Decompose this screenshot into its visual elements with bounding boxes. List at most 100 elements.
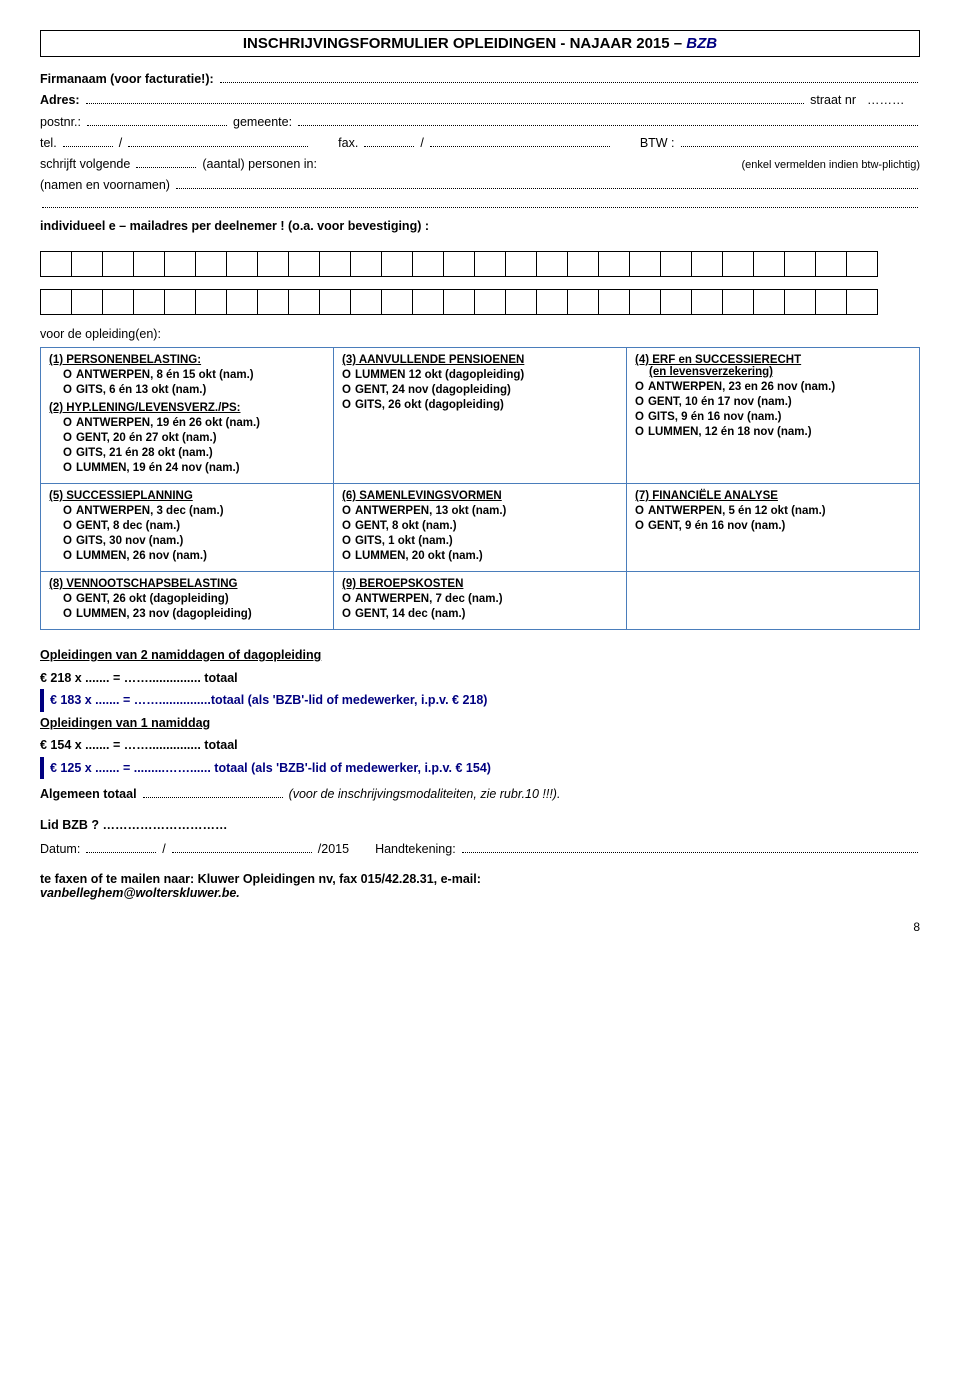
cell-8: (8) VENNOOTSCHAPSBELASTING OGENT, 26 okt…: [41, 572, 334, 630]
price-125-row: € 125 x ....... = .........……...... tota…: [40, 757, 920, 780]
pricing-section: Opleidingen van 2 namiddagen of dagoplei…: [40, 644, 920, 836]
c5-opt2[interactable]: OGENT, 8 dec (nam.): [63, 520, 325, 532]
namen-input2[interactable]: [42, 197, 918, 208]
firmanaam-input[interactable]: [220, 72, 918, 83]
adres-label: Adres:: [40, 90, 80, 111]
c6-opt1[interactable]: OANTWERPEN, 13 okt (nam.): [342, 505, 618, 517]
btw-input[interactable]: [681, 136, 918, 147]
c8-title: (8) VENNOOTSCHAPSBELASTING: [49, 578, 325, 590]
c1-opt1[interactable]: OANTWERPEN, 8 én 15 okt (nam.): [63, 369, 325, 381]
c4-title: (4) ERF en SUCCESSIERECHT: [635, 354, 801, 366]
cell-1-2: (1) PERSONENBELASTING: OANTWERPEN, 8 én …: [41, 348, 334, 484]
c5-opt3[interactable]: OGITS, 30 nov (nam.): [63, 535, 325, 547]
voor-opleiding-label: voor de opleiding(en):: [40, 327, 920, 341]
cell-4: (4) ERF en SUCCESSIERECHT (en levensverz…: [627, 348, 920, 484]
tel-input1[interactable]: [63, 136, 113, 147]
blue-bar-icon: [40, 689, 44, 712]
postnr-input[interactable]: [87, 114, 227, 125]
header-bzb: BZB: [686, 35, 717, 52]
c6-opt4[interactable]: OLUMMEN, 20 okt (nam.): [342, 550, 618, 562]
c5-opt4[interactable]: OLUMMEN, 26 nov (nam.): [63, 550, 325, 562]
tel-label: tel.: [40, 133, 57, 154]
c4-subtitle: (en levensverzekering): [649, 366, 773, 378]
datum-m[interactable]: [172, 842, 312, 853]
blue-bar-icon: [40, 757, 44, 780]
c3-opt2[interactable]: OGENT, 24 nov (dagopleiding): [342, 384, 618, 396]
c6-opt2[interactable]: OGENT, 8 okt (nam.): [342, 520, 618, 532]
algemeen-note: (voor de inschrijvingsmodaliteiten, zie …: [289, 783, 561, 806]
c1-opt2[interactable]: OGITS, 6 én 13 okt (nam.): [63, 384, 325, 396]
datum-label: Datum:: [40, 842, 80, 856]
algemeen-label: Algemeen totaal: [40, 783, 137, 806]
namen-input[interactable]: [176, 178, 918, 189]
straat-nr-label: straat nr: [810, 90, 856, 111]
c2-opt2[interactable]: OGENT, 20 én 27 okt (nam.): [63, 432, 325, 444]
cell-9: (9) BEROEPSKOSTEN OANTWERPEN, 7 dec (nam…: [334, 572, 627, 630]
c2-opt3[interactable]: OGITS, 21 én 28 okt (nam.): [63, 447, 325, 459]
cell-3: (3) AANVULLENDE PENSIOENEN OLUMMEN 12 ok…: [334, 348, 627, 484]
c7-opt2[interactable]: OGENT, 9 én 16 nov (nam.): [635, 520, 911, 532]
straat-nr-space: ………: [860, 90, 920, 111]
firmanaam-label: Firmanaam (voor facturatie!):: [40, 69, 214, 90]
c9-opt1[interactable]: OANTWERPEN, 7 dec (nam.): [342, 593, 618, 605]
fax-input2[interactable]: [430, 136, 610, 147]
adres-input[interactable]: [86, 93, 805, 104]
c4-opt3[interactable]: OGITS, 9 én 16 nov (nam.): [635, 411, 911, 423]
handtek-input[interactable]: [462, 842, 918, 853]
price-218: € 218 x ....... = ……............... tota…: [40, 671, 238, 685]
cell-6: (6) SAMENLEVINGSVORMEN OANTWERPEN, 13 ok…: [334, 484, 627, 572]
price-183-row: € 183 x ....... = ……...............totaa…: [40, 689, 920, 712]
cell-7: (7) FINANCIËLE ANALYSE OANTWERPEN, 5 én …: [627, 484, 920, 572]
header-title: INSCHRIJVINGSFORMULIER OPLEIDINGEN - NAJ…: [243, 35, 686, 52]
contact-info: te faxen of te mailen naar: Kluwer Oplei…: [40, 872, 920, 900]
c7-opt1[interactable]: OANTWERPEN, 5 én 12 okt (nam.): [635, 505, 911, 517]
postnr-label: postnr.:: [40, 112, 81, 133]
schrijft-label: schrijft volgende: [40, 154, 130, 175]
page-number: 8: [40, 920, 920, 934]
aantal-input[interactable]: [136, 157, 196, 168]
price-154: € 154 x ....... = ……............... tota…: [40, 738, 238, 752]
course-table: (1) PERSONENBELASTING: OANTWERPEN, 8 én …: [40, 347, 920, 630]
price-125: € 125 x ....... = .........……...... tota…: [50, 757, 491, 780]
c3-opt3[interactable]: OGITS, 26 okt (dagopleiding): [342, 399, 618, 411]
identity-fields: Firmanaam (voor facturatie!): Adres: str…: [40, 69, 920, 237]
email-label: individueel e – mailadres per deelnemer …: [40, 219, 429, 233]
fax-input1[interactable]: [364, 136, 414, 147]
gemeente-label: gemeente:: [233, 112, 292, 133]
datum-year: /2015: [318, 842, 349, 856]
pricing-hd2: Opleidingen van 1 namiddag: [40, 712, 920, 735]
datum-row: Datum: / /2015 Handtekening:: [40, 842, 920, 856]
email-boxes-row2[interactable]: [40, 289, 920, 315]
c2-opt4[interactable]: OLUMMEN, 19 én 24 nov (nam.): [63, 462, 325, 474]
datum-d[interactable]: [86, 842, 156, 853]
c8-opt2[interactable]: OLUMMEN, 23 nov (dagopleiding): [63, 608, 325, 620]
btw-label: BTW :: [640, 133, 675, 154]
form-header: INSCHRIJVINGSFORMULIER OPLEIDINGEN - NAJ…: [40, 30, 920, 57]
c4-opt2[interactable]: OGENT, 10 én 17 nov (nam.): [635, 396, 911, 408]
email-boxes-row1[interactable]: [40, 251, 920, 277]
c4-opt4[interactable]: OLUMMEN, 12 én 18 nov (nam.): [635, 426, 911, 438]
pricing-hd1: Opleidingen van 2 namiddagen of dagoplei…: [40, 644, 920, 667]
c2-title: (2) HYP.LENING/LEVENSVERZ./PS:: [49, 402, 325, 414]
lid-bzb-label: Lid BZB ?: [40, 818, 99, 832]
c3-opt1[interactable]: OLUMMEN 12 okt (dagopleiding): [342, 369, 618, 381]
c6-title: (6) SAMENLEVINGSVORMEN: [342, 490, 618, 502]
algemeen-input[interactable]: [143, 787, 283, 798]
price-183: € 183 x ....... = ……...............totaa…: [50, 689, 487, 712]
c7-title: (7) FINANCIËLE ANALYSE: [635, 490, 911, 502]
aantal-label: (aantal) personen in:: [202, 154, 317, 175]
c9-opt2[interactable]: OGENT, 14 dec (nam.): [342, 608, 618, 620]
c9-title: (9) BEROEPSKOSTEN: [342, 578, 618, 590]
gemeente-input[interactable]: [298, 114, 918, 125]
c8-opt1[interactable]: OGENT, 26 okt (dagopleiding): [63, 593, 325, 605]
handtek-label: Handtekening:: [375, 842, 456, 856]
c6-opt3[interactable]: OGITS, 1 okt (nam.): [342, 535, 618, 547]
c1-title: (1) PERSONENBELASTING:: [49, 354, 325, 366]
c4-opt1[interactable]: OANTWERPEN, 23 en 26 nov (nam.): [635, 381, 911, 393]
cell-5: (5) SUCCESSIEPLANNING OANTWERPEN, 3 dec …: [41, 484, 334, 572]
c5-opt1[interactable]: OANTWERPEN, 3 dec (nam.): [63, 505, 325, 517]
namen-label: (namen en voornamen): [40, 175, 170, 196]
tel-input2[interactable]: [128, 136, 308, 147]
c2-opt1[interactable]: OANTWERPEN, 19 én 26 okt (nam.): [63, 417, 325, 429]
c5-title: (5) SUCCESSIEPLANNING: [49, 490, 325, 502]
